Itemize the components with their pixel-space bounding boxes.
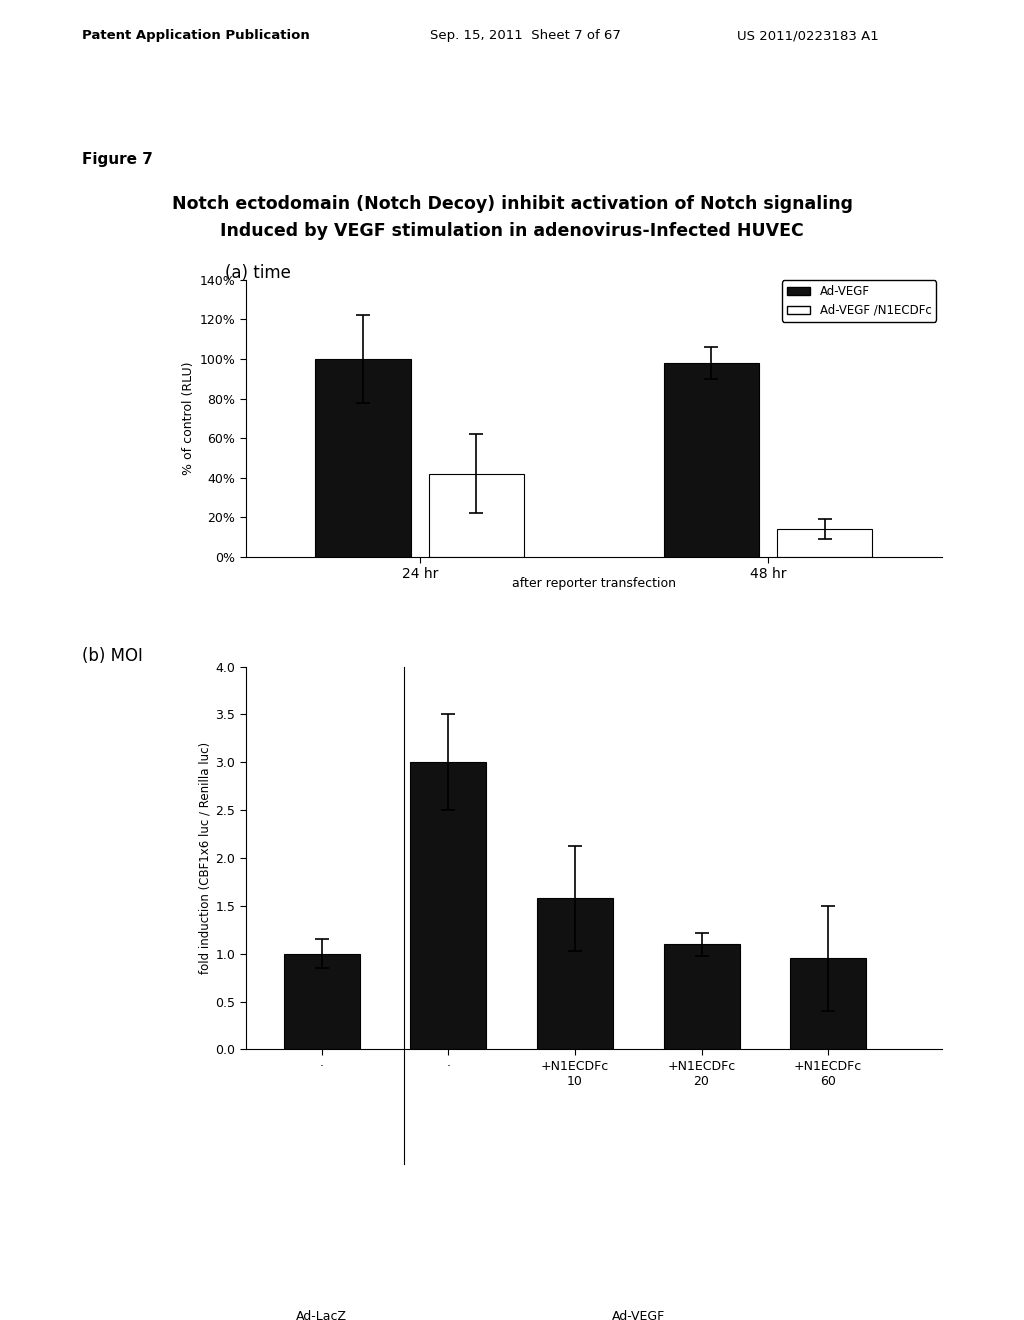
Text: Figure 7: Figure 7 [82,152,153,166]
Bar [664,944,739,1049]
Bar [537,898,613,1049]
Bar [776,529,872,557]
Text: after reporter transfection: after reporter transfection [512,577,676,590]
Legend: Ad-VEGF, Ad-VEGF /N1ECDFc: Ad-VEGF, Ad-VEGF /N1ECDFc [782,280,936,322]
Bar [411,762,486,1049]
Bar [284,953,359,1049]
Text: Sep. 15, 2011  Sheet 7 of 67: Sep. 15, 2011 Sheet 7 of 67 [430,29,621,42]
Y-axis label: % of control (RLU): % of control (RLU) [182,362,196,475]
Text: (b) MOI: (b) MOI [82,647,142,665]
Bar [791,958,866,1049]
Text: US 2011/0223183 A1: US 2011/0223183 A1 [737,29,879,42]
Text: Ad-VEGF: Ad-VEGF [611,1309,665,1320]
Text: Notch ectodomain (Notch Decoy) inhibit activation of Notch signaling: Notch ectodomain (Notch Decoy) inhibit a… [171,195,853,214]
Y-axis label: fold induction (CBF1x6 luc / Renilla luc): fold induction (CBF1x6 luc / Renilla luc… [199,742,211,974]
Bar [428,474,524,557]
Bar [315,359,411,557]
Text: Induced by VEGF stimulation in adenovirus-Infected HUVEC: Induced by VEGF stimulation in adenoviru… [220,222,804,240]
Text: Patent Application Publication: Patent Application Publication [82,29,309,42]
Text: Ad-LacZ: Ad-LacZ [296,1309,347,1320]
Bar [664,363,760,557]
Text: (a) time: (a) time [225,264,291,282]
